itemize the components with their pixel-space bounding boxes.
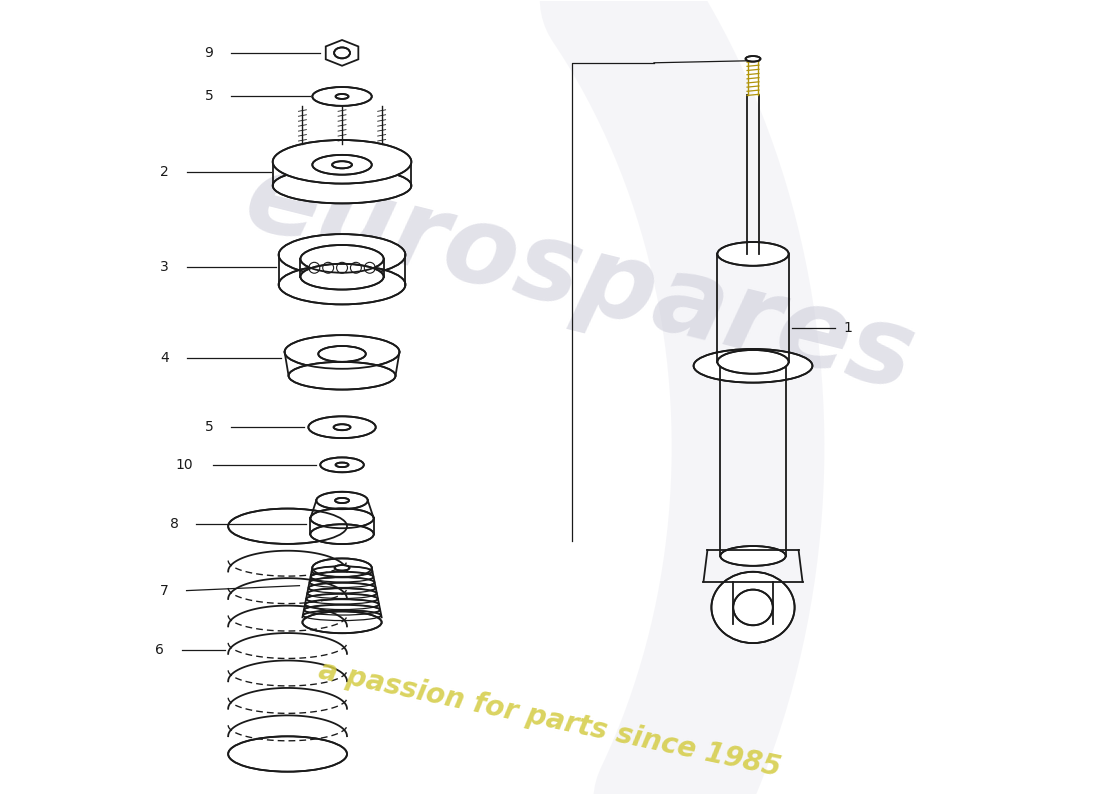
Ellipse shape bbox=[278, 234, 406, 276]
Text: 2: 2 bbox=[160, 165, 168, 178]
Text: 5: 5 bbox=[205, 420, 213, 434]
Ellipse shape bbox=[746, 56, 760, 62]
Ellipse shape bbox=[308, 582, 375, 593]
Ellipse shape bbox=[336, 462, 349, 467]
Ellipse shape bbox=[285, 335, 399, 369]
Ellipse shape bbox=[309, 578, 374, 587]
Ellipse shape bbox=[273, 140, 411, 184]
Text: 10: 10 bbox=[176, 458, 194, 472]
Ellipse shape bbox=[312, 155, 372, 174]
Ellipse shape bbox=[320, 458, 364, 472]
Ellipse shape bbox=[332, 162, 352, 168]
Ellipse shape bbox=[307, 588, 376, 598]
Ellipse shape bbox=[334, 47, 350, 58]
Ellipse shape bbox=[278, 265, 406, 305]
Ellipse shape bbox=[288, 362, 396, 390]
Ellipse shape bbox=[717, 350, 789, 374]
Ellipse shape bbox=[228, 736, 346, 772]
Text: eurospares: eurospares bbox=[234, 144, 925, 413]
Ellipse shape bbox=[310, 509, 374, 528]
Ellipse shape bbox=[717, 242, 789, 266]
Text: 1: 1 bbox=[844, 321, 852, 335]
Ellipse shape bbox=[712, 572, 794, 643]
Ellipse shape bbox=[306, 594, 377, 604]
Text: a passion for parts since 1985: a passion for parts since 1985 bbox=[317, 657, 783, 782]
Ellipse shape bbox=[310, 524, 374, 544]
Ellipse shape bbox=[311, 566, 372, 577]
Text: 8: 8 bbox=[169, 518, 178, 531]
Text: 6: 6 bbox=[155, 643, 164, 657]
Ellipse shape bbox=[310, 572, 373, 582]
Ellipse shape bbox=[302, 610, 381, 621]
Text: 9: 9 bbox=[205, 46, 213, 60]
Polygon shape bbox=[326, 40, 359, 66]
Ellipse shape bbox=[228, 509, 346, 544]
Ellipse shape bbox=[305, 599, 378, 610]
Text: 7: 7 bbox=[160, 584, 168, 598]
Ellipse shape bbox=[312, 558, 372, 578]
Ellipse shape bbox=[304, 605, 380, 615]
Ellipse shape bbox=[302, 611, 382, 633]
Text: 3: 3 bbox=[160, 260, 168, 274]
Ellipse shape bbox=[694, 349, 813, 382]
Ellipse shape bbox=[273, 168, 411, 203]
Ellipse shape bbox=[720, 546, 785, 566]
Ellipse shape bbox=[312, 87, 372, 106]
Ellipse shape bbox=[336, 498, 349, 503]
Text: 5: 5 bbox=[205, 90, 213, 103]
Ellipse shape bbox=[317, 492, 367, 510]
Ellipse shape bbox=[318, 346, 366, 362]
Ellipse shape bbox=[334, 565, 350, 570]
Ellipse shape bbox=[336, 94, 349, 99]
Ellipse shape bbox=[308, 416, 376, 438]
Ellipse shape bbox=[734, 590, 773, 626]
Ellipse shape bbox=[300, 245, 384, 273]
Ellipse shape bbox=[333, 424, 351, 430]
Ellipse shape bbox=[300, 264, 384, 290]
Text: 4: 4 bbox=[160, 351, 168, 365]
